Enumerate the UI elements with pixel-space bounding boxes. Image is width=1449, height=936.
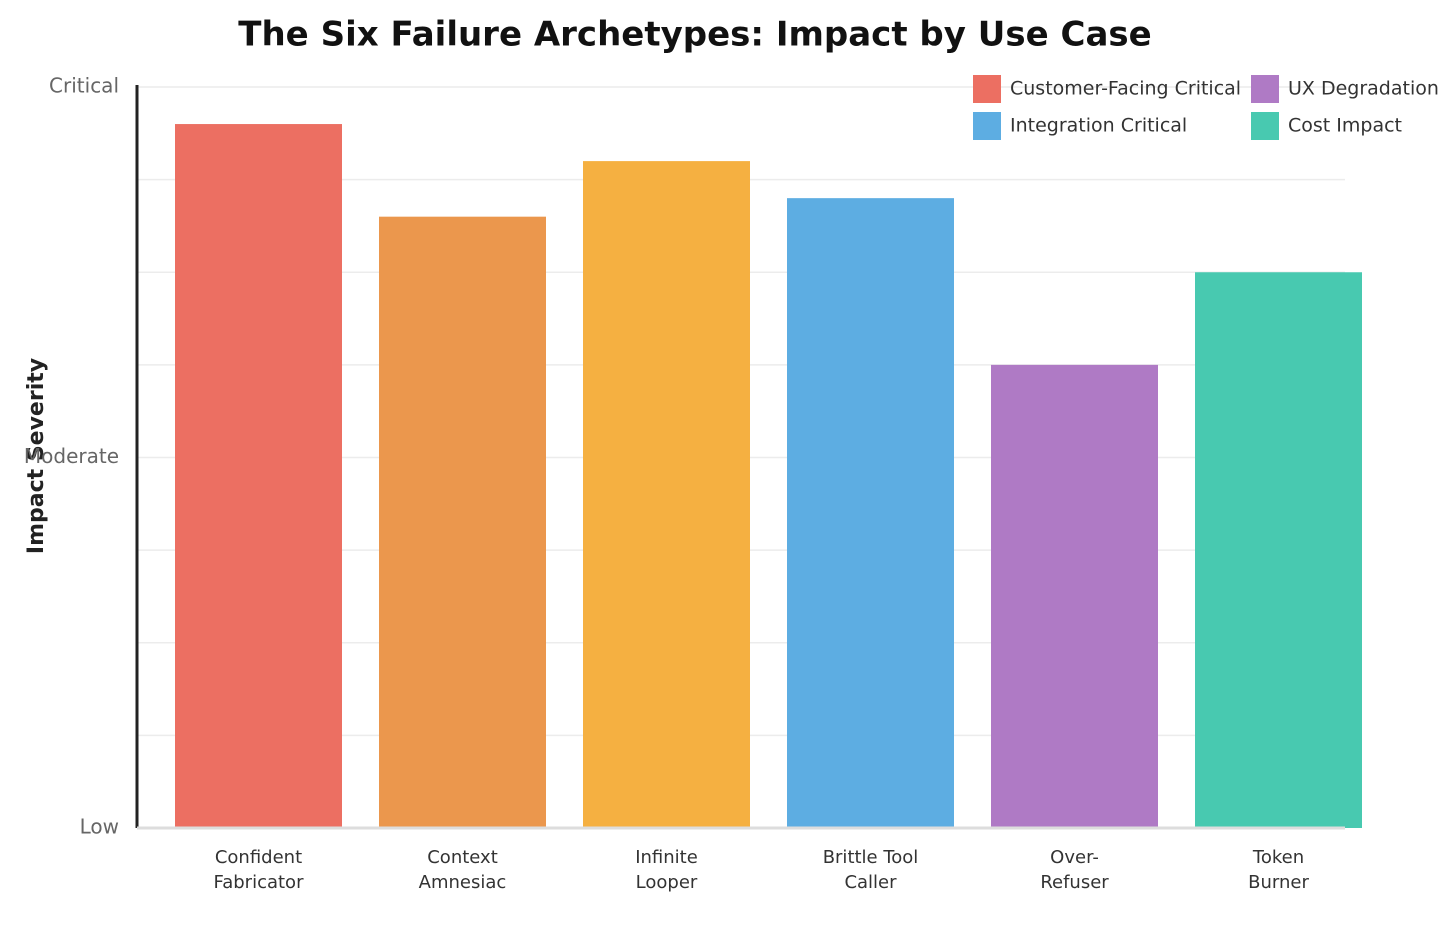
- x-tick-label-line: Amnesiac: [419, 872, 507, 893]
- bar: [379, 216, 546, 829]
- x-tick-label-line: Fabricator: [214, 872, 305, 893]
- y-axis-title: Impact Severity: [24, 358, 49, 554]
- x-tick-label: Confident Fabricator: [214, 847, 305, 893]
- bar: [1195, 272, 1362, 828]
- x-tick-label-line: Burner: [1248, 872, 1309, 893]
- x-tick-label: Over- Refuser: [1040, 847, 1109, 893]
- legend-swatch: [1251, 112, 1279, 140]
- y-tick-label: Moderate: [24, 444, 119, 468]
- x-tick-label-line: Context: [427, 847, 498, 868]
- bar: [583, 161, 750, 829]
- legend-label: Cost Impact: [1288, 115, 1402, 137]
- x-tick-label-line: Brittle Tool: [823, 847, 919, 868]
- bar: [787, 198, 954, 828]
- x-tick-label-line: Over-: [1050, 847, 1099, 868]
- x-tick-label-line: Caller: [844, 872, 897, 893]
- x-tick-label: Infinite Looper: [635, 847, 698, 893]
- x-tick-label-line: Confident: [215, 847, 302, 868]
- legend-swatch: [1251, 75, 1279, 103]
- x-tick-label-line: Token: [1252, 847, 1304, 868]
- x-tick-label: Context Amnesiac: [419, 847, 507, 893]
- x-tick-label: Brittle Tool Caller: [823, 847, 919, 893]
- y-tick-label: Low: [80, 815, 119, 839]
- x-tick-label-line: Looper: [636, 872, 698, 893]
- legend-swatch: [973, 75, 1001, 103]
- chart-title: The Six Failure Archetypes: Impact by Us…: [238, 15, 1151, 55]
- x-tick-label-line: Refuser: [1040, 872, 1109, 893]
- x-tick-label: Token Burner: [1248, 847, 1309, 893]
- legend-label: UX Degradation: [1288, 78, 1439, 100]
- legend-label: Integration Critical: [1010, 115, 1187, 137]
- x-tick-label-line: Infinite: [635, 847, 698, 868]
- legend-swatch: [973, 112, 1001, 140]
- y-tick-label: Critical: [49, 74, 119, 98]
- bar: [991, 364, 1158, 828]
- bar: [175, 124, 342, 829]
- legend-label: Customer-Facing Critical: [1010, 78, 1241, 100]
